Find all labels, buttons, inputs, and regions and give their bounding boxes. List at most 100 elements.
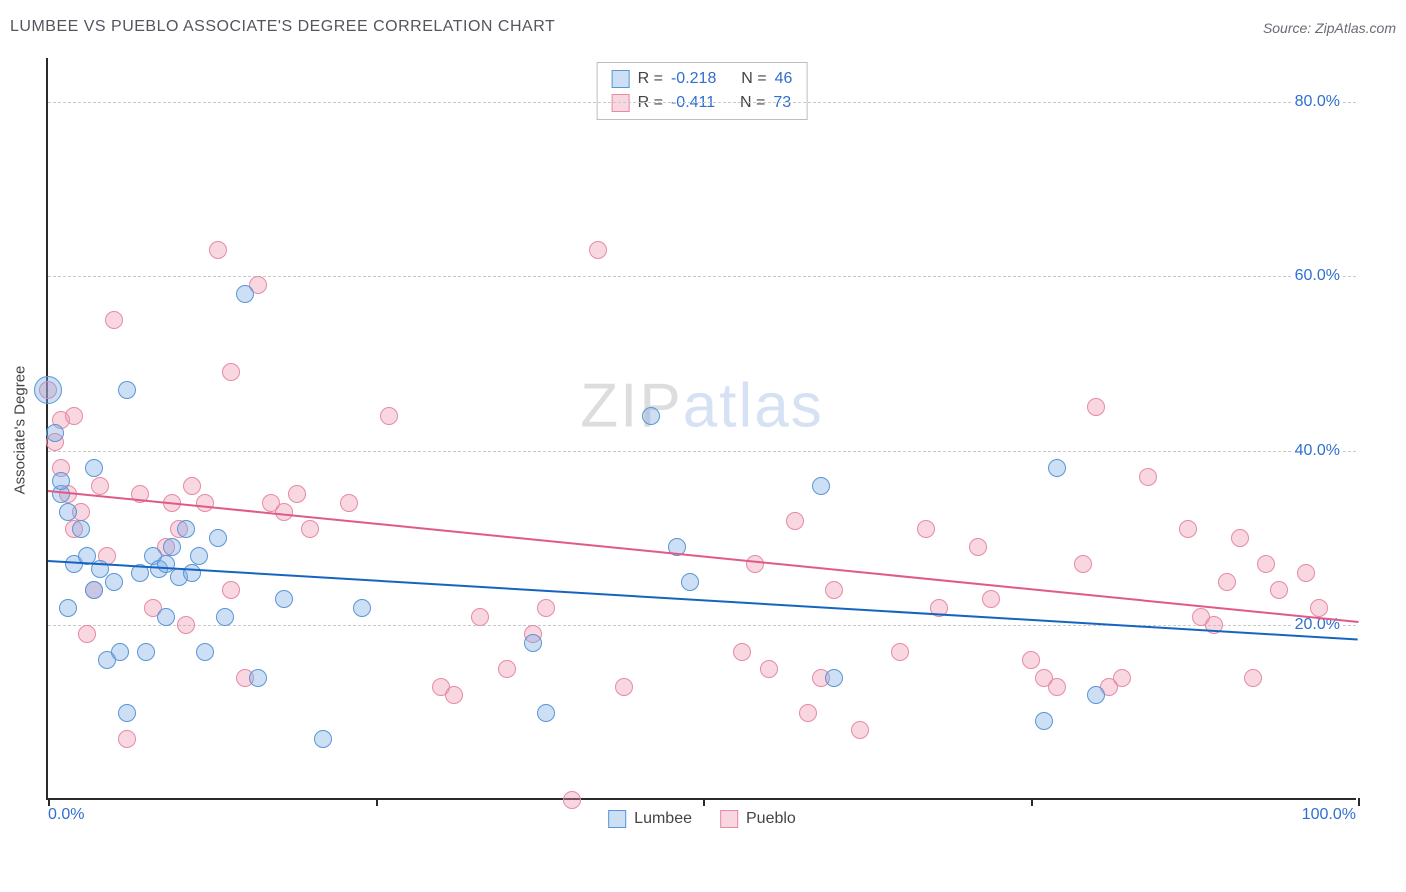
scatter-point-pueblo [1231, 529, 1249, 547]
chart-title: LUMBEE VS PUEBLO ASSOCIATE'S DEGREE CORR… [10, 18, 555, 35]
legend-label-pueblo: Pueblo [746, 810, 796, 828]
scatter-point-lumbee [72, 520, 90, 538]
scatter-point-pueblo [196, 494, 214, 512]
n-label: N = [740, 91, 765, 115]
scatter-point-pueblo [340, 494, 358, 512]
scatter-point-lumbee [275, 590, 293, 608]
scatter-point-lumbee [190, 547, 208, 565]
x-tick-label: 100.0% [1302, 806, 1356, 824]
scatter-point-lumbee [163, 538, 181, 556]
scatter-point-lumbee [105, 573, 123, 591]
scatter-point-pueblo [177, 616, 195, 634]
scatter-point-pueblo [1244, 669, 1262, 687]
scatter-point-pueblo [786, 512, 804, 530]
scatter-point-pueblo [498, 660, 516, 678]
scatter-point-lumbee [118, 704, 136, 722]
x-tick-mark [703, 798, 705, 806]
scatter-point-pueblo [537, 599, 555, 617]
scatter-point-pueblo [1179, 520, 1197, 538]
stats-row-pueblo: R = -0.411 N = 73 [612, 91, 793, 115]
scatter-point-pueblo [746, 555, 764, 573]
scatter-point-lumbee [183, 564, 201, 582]
scatter-point-lumbee [524, 634, 542, 652]
scatter-point-lumbee [46, 424, 64, 442]
scatter-point-pueblo [1022, 651, 1040, 669]
scatter-point-lumbee [216, 608, 234, 626]
scatter-point-pueblo [78, 625, 96, 643]
scatter-point-pueblo [1048, 678, 1066, 696]
scatter-point-lumbee [1048, 459, 1066, 477]
scatter-point-pueblo [91, 477, 109, 495]
scatter-point-pueblo [917, 520, 935, 538]
swatch-lumbee [608, 810, 626, 828]
gridline [48, 451, 1356, 452]
scatter-point-pueblo [825, 581, 843, 599]
scatter-point-lumbee [111, 643, 129, 661]
scatter-point-pueblo [118, 730, 136, 748]
scatter-point-pueblo [105, 311, 123, 329]
scatter-point-pueblo [222, 581, 240, 599]
n-value-lumbee: 46 [775, 67, 793, 91]
scatter-point-pueblo [589, 241, 607, 259]
scatter-point-lumbee [249, 669, 267, 687]
scatter-point-pueblo [1087, 398, 1105, 416]
scatter-point-lumbee [52, 472, 70, 490]
swatch-pueblo [720, 810, 738, 828]
scatter-point-pueblo [1218, 573, 1236, 591]
scatter-point-lumbee [118, 381, 136, 399]
correlation-stats-box: R = -0.218 N = 46 R = -0.411 N = 73 [597, 62, 808, 120]
scatter-point-pueblo [969, 538, 987, 556]
scatter-point-lumbee [196, 643, 214, 661]
n-value-pueblo: 73 [773, 91, 791, 115]
scatter-point-pueblo [851, 721, 869, 739]
scatter-point-lumbee [1087, 686, 1105, 704]
x-tick-mark [1031, 798, 1033, 806]
scatter-point-pueblo [799, 704, 817, 722]
scatter-point-lumbee [59, 599, 77, 617]
scatter-point-pueblo [222, 363, 240, 381]
scatter-point-pueblo [209, 241, 227, 259]
source-attribution: Source: ZipAtlas.com [1263, 20, 1396, 36]
scatter-point-pueblo [301, 520, 319, 538]
scatter-point-pueblo [1310, 599, 1328, 617]
bottom-legend: Lumbee Pueblo [608, 810, 796, 828]
x-tick-mark [376, 798, 378, 806]
scatter-point-pueblo [471, 608, 489, 626]
regression-line-lumbee [48, 560, 1358, 641]
legend-label-lumbee: Lumbee [634, 810, 692, 828]
watermark: ZIPatlas [580, 370, 823, 441]
scatter-point-pueblo [615, 678, 633, 696]
x-tick-mark [48, 798, 50, 806]
scatter-plot-area: ZIPatlas R = -0.218 N = 46 R = -0.411 N … [46, 58, 1356, 800]
n-label: N = [741, 67, 766, 91]
scatter-point-lumbee [85, 459, 103, 477]
x-tick-mark [1358, 798, 1360, 806]
y-tick-label: 40.0% [1293, 442, 1342, 460]
watermark-part2: atlas [683, 371, 824, 440]
scatter-point-pueblo [65, 407, 83, 425]
scatter-point-pueblo [275, 503, 293, 521]
scatter-point-pueblo [1074, 555, 1092, 573]
r-value-pueblo: -0.411 [671, 91, 715, 115]
regression-line-pueblo [48, 490, 1358, 623]
scatter-point-lumbee [209, 529, 227, 547]
scatter-point-pueblo [183, 477, 201, 495]
scatter-point-lumbee [812, 477, 830, 495]
swatch-lumbee [612, 70, 630, 88]
watermark-part1: ZIP [580, 371, 682, 440]
legend-item-pueblo: Pueblo [720, 810, 796, 828]
scatter-point-lumbee [177, 520, 195, 538]
scatter-point-pueblo [563, 791, 581, 809]
scatter-point-lumbee [59, 503, 77, 521]
r-value-lumbee: -0.218 [671, 67, 716, 91]
scatter-point-lumbee [353, 599, 371, 617]
scatter-point-lumbee [681, 573, 699, 591]
scatter-point-lumbee [314, 730, 332, 748]
scatter-point-lumbee [642, 407, 660, 425]
scatter-point-lumbee [825, 669, 843, 687]
scatter-point-lumbee [137, 643, 155, 661]
scatter-point-lumbee [236, 285, 254, 303]
stats-row-lumbee: R = -0.218 N = 46 [612, 67, 793, 91]
chart-header: LUMBEE VS PUEBLO ASSOCIATE'S DEGREE CORR… [10, 18, 1396, 48]
y-tick-label: 60.0% [1293, 267, 1342, 285]
